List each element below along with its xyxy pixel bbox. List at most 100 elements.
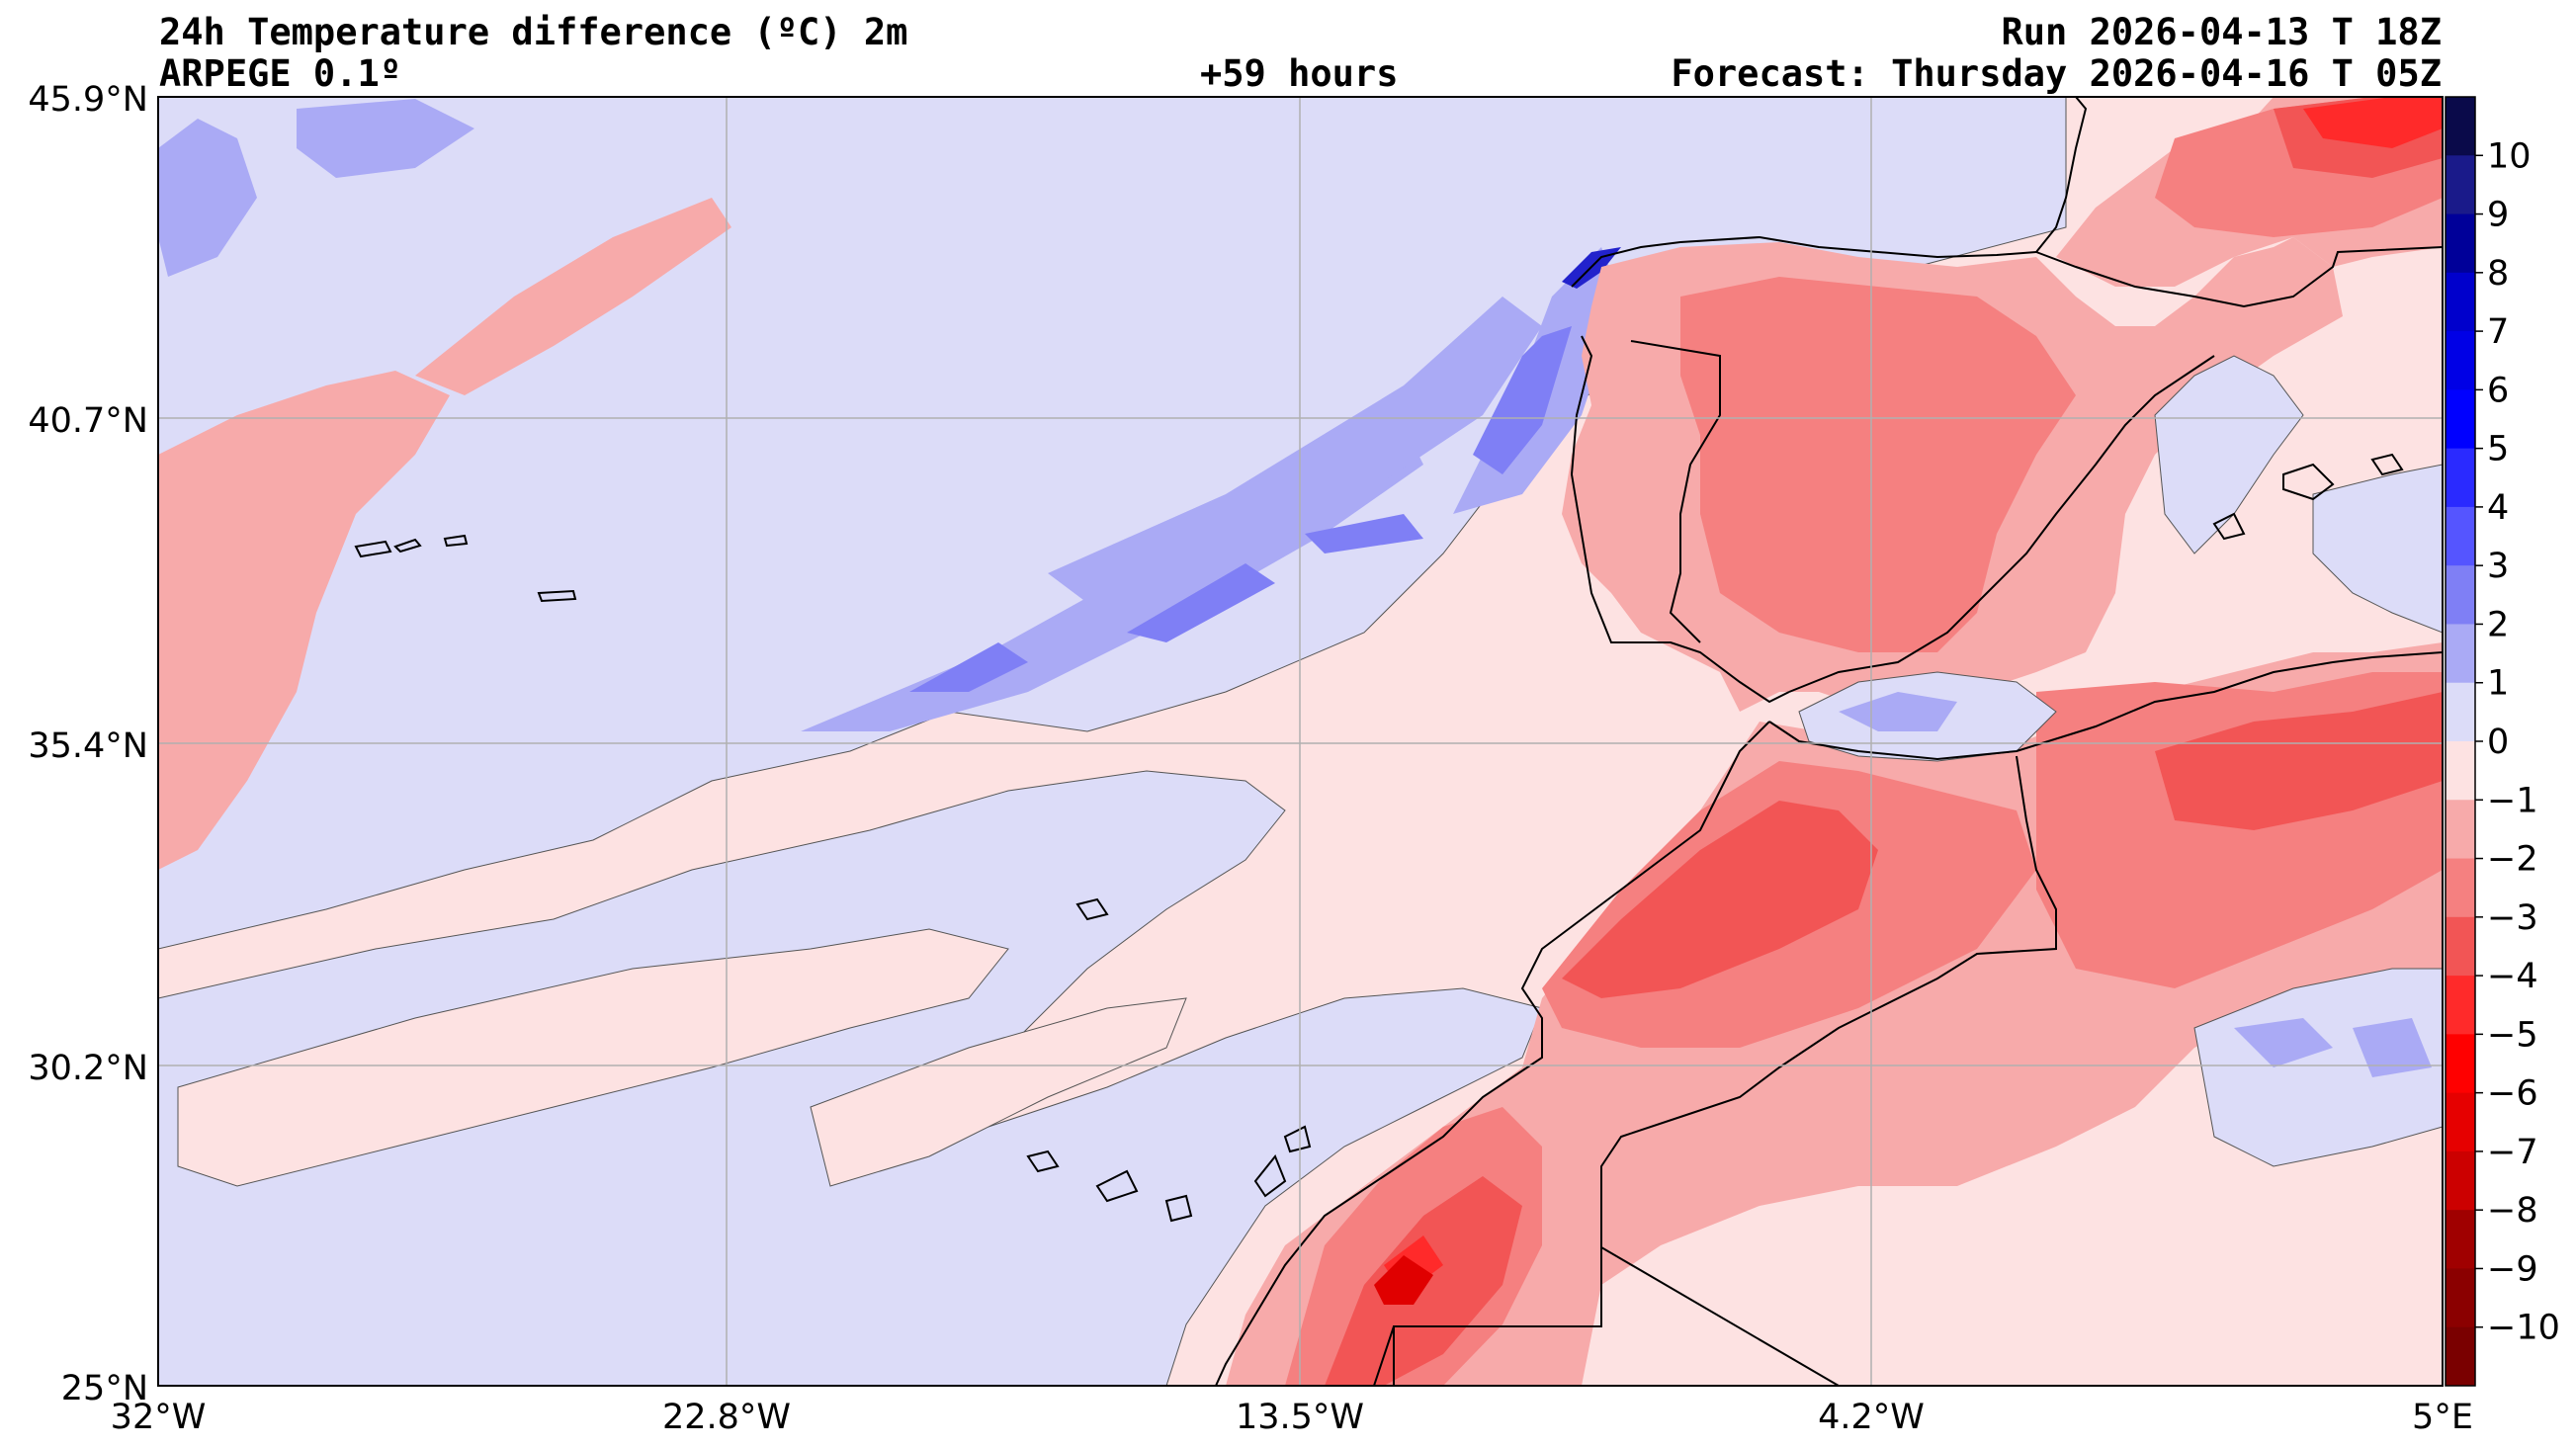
colorbar-segment: [2446, 1092, 2475, 1152]
coast-azores-1: [354, 540, 392, 558]
colorbar-segment: [2446, 155, 2475, 215]
colorbar-label: 6: [2487, 371, 2509, 410]
lat-tick-labels: 45.9°N 40.7°N 35.4°N 30.2°N 25°N: [28, 80, 148, 1408]
blue-nw-patch: [297, 99, 474, 178]
coast-africa-west: [1215, 721, 1770, 1386]
colorbar-segment: [2446, 976, 2475, 1035]
warm-high-algeria: [2155, 692, 2443, 830]
colorbar-label: −4: [2487, 957, 2538, 996]
lon-tick: 22.8°W: [662, 1398, 791, 1437]
coast-canary-3: [1164, 1194, 1193, 1223]
warm-mid-iberia: [1680, 277, 2076, 652]
colorbar-label: 4: [2487, 488, 2509, 528]
colorbar-label: 5: [2487, 430, 2509, 469]
lat-tick: 40.7°N: [28, 401, 148, 441]
colorbar-label: −5: [2487, 1015, 2538, 1055]
model-label: ARPEGE 0.1º: [159, 52, 402, 95]
blue-streak-2: [1048, 297, 1542, 603]
coast-azores-3: [537, 589, 577, 603]
colorbar-segment: [2446, 1034, 2475, 1094]
coast-sardinia: [2370, 453, 2404, 476]
colorbar-label: 1: [2487, 664, 2509, 704]
coast-balearic-ibiza: [2212, 512, 2246, 541]
blue-streak-5: [1127, 563, 1275, 642]
colorbar-label: −2: [2487, 840, 2538, 880]
coast-azores-4: [443, 534, 469, 548]
coast-iberia-portugal: [1570, 335, 1790, 704]
lat-tick: 45.9°N: [28, 80, 148, 120]
colorbar-label: −9: [2487, 1249, 2538, 1289]
colorbar-segment: [2446, 506, 2475, 566]
colorbar-segment: [2446, 448, 2475, 508]
warm-high-morocco: [1562, 801, 1878, 998]
coast-madeira: [1075, 897, 1109, 921]
lat-tick: 30.2°N: [28, 1049, 148, 1088]
warm-core-france: [2303, 97, 2443, 148]
colorbar-label: 3: [2487, 547, 2509, 586]
med-cool-east: [2154, 355, 2304, 554]
sahara-cool-patch: [2193, 968, 2443, 1167]
sahara-cool-patch-3: [2353, 1018, 2432, 1077]
border-ws-south: [1373, 1325, 1395, 1386]
colorbar-label: 10: [2487, 136, 2532, 176]
coast-canary-5: [1283, 1125, 1312, 1153]
blue-streak-7: [1473, 326, 1572, 474]
colorbar-segment: [2446, 916, 2475, 977]
colorbar-segment: [2446, 741, 2475, 801]
colorbar-label: −1: [2487, 781, 2538, 820]
warm-core-africa: [1374, 1255, 1433, 1305]
colorbar-segment: [2446, 389, 2475, 450]
coast-canary-2: [1095, 1169, 1139, 1203]
blue-west-strip: [158, 119, 257, 277]
border-mauritania: [1600, 1246, 1840, 1386]
colorbar-label: 8: [2487, 254, 2509, 294]
forecast-label: Forecast: Thursday 2026-04-16 T 05Z: [1671, 52, 2442, 95]
colorbar-label: 7: [2487, 312, 2509, 352]
coastlines: [354, 97, 2443, 1386]
lon-tick: 5°E: [2412, 1398, 2473, 1437]
colorbar-segment: [2446, 624, 2475, 684]
colorbar-segment: [2446, 800, 2475, 860]
colorbar-segment: [2446, 1268, 2475, 1328]
lon-tick: 4.2°W: [1818, 1398, 1925, 1437]
colorbar-segment: [2446, 858, 2475, 918]
lead-time-label: +59 hours: [1200, 52, 1399, 95]
colorbar-label: −8: [2487, 1191, 2538, 1231]
coast-france-atlantic: [2035, 97, 2088, 253]
lon-tick-labels: 32°W 22.8°W 13.5°W 4.2°W 5°E: [111, 1398, 2473, 1437]
pink-band-ocean: [177, 928, 1009, 1187]
coast-iberia-east: [2035, 246, 2443, 308]
colorbar-label: 0: [2487, 723, 2509, 762]
med-cool-strip-2: [1839, 692, 1957, 731]
coast-iberia-med: [1788, 355, 2215, 693]
border-morocco-algeria: [1600, 755, 2057, 1226]
coast-canary-1: [1026, 1150, 1060, 1173]
colorbar-label: −10: [2487, 1309, 2560, 1348]
blue-streak-4: [909, 642, 1028, 692]
coast-canary-4: [1253, 1154, 1287, 1198]
map-frame: [157, 96, 2444, 1387]
colorbar-segment: [2446, 682, 2475, 742]
lat-tick: 35.4°N: [28, 726, 148, 766]
colorbar-label: 9: [2487, 196, 2509, 235]
colorbar-segment: [2446, 1326, 2475, 1387]
gridlines: [158, 97, 2443, 1386]
lat-tick: 25°N: [61, 1369, 148, 1408]
border-western-sahara: [1393, 1226, 1602, 1386]
colorbar-segment: [2446, 1210, 2475, 1269]
colorbar-segment: [2446, 213, 2475, 274]
colorbar-segment: [2446, 565, 2475, 625]
colorbar-label: 2: [2487, 605, 2509, 644]
colorbar-segment: [2446, 1150, 2475, 1211]
colorbar-segment: [2446, 272, 2475, 332]
colorbar-label: −3: [2487, 898, 2538, 938]
pink-band-ocean-2: [810, 997, 1187, 1187]
warm-streak-west: [158, 371, 450, 870]
coast-iberia-north: [1571, 235, 2037, 288]
map-title: 24h Temperature difference (ºC) 2m: [159, 11, 908, 53]
lon-tick: 32°W: [111, 1398, 207, 1437]
coast-balearic-mallorca: [2282, 463, 2335, 501]
med-cool-east-2: [2312, 464, 2443, 634]
